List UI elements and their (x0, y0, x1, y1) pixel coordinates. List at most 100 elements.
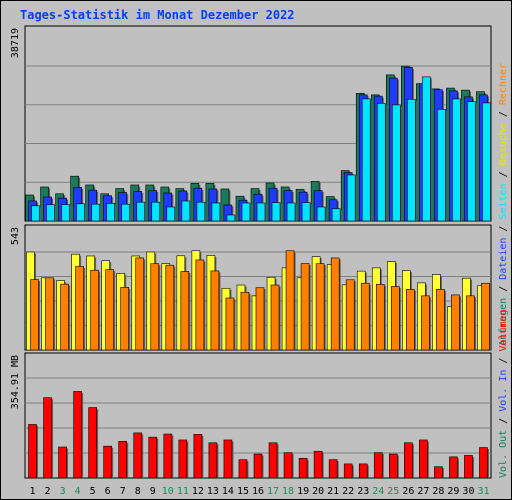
bar-rechner-day-19 (300, 263, 310, 351)
legend-entry: Dateien (498, 238, 509, 280)
legend-separator: / (498, 352, 509, 370)
legend-separator: / (498, 165, 509, 183)
bar-volumen-day-19 (298, 457, 308, 479)
bar-volumen-day-30 (464, 455, 473, 479)
bar-rechner-day-13 (210, 270, 220, 351)
bar-volumen-day-8 (133, 432, 143, 479)
bar-volumen-day-20 (313, 450, 323, 479)
bar-rechner-day-7 (120, 287, 130, 351)
bar-rechner-day-10 (165, 264, 175, 351)
bar-volumen-day-31 (479, 447, 488, 479)
bar-volumen-day-25 (388, 453, 398, 479)
x-tick-label-8: 8 (135, 486, 141, 497)
legend-entry: Besuche (498, 123, 509, 165)
bar-seiten-day-3 (61, 204, 70, 222)
x-tick-label-25: 25 (387, 486, 399, 497)
bar-volumen-day-14 (223, 439, 233, 479)
x-tick-label-15: 15 (237, 486, 249, 497)
bar-volumen-day-12 (193, 434, 203, 479)
bar-seiten-day-22 (346, 174, 356, 222)
legend-entry: Vol. In (498, 370, 509, 412)
bar-volumen-day-17 (268, 442, 278, 479)
bar-volumen-day-13 (208, 442, 218, 479)
bar-seiten-day-4 (76, 203, 85, 222)
bar-volumen-day-1 (28, 424, 37, 479)
x-tick-label-11: 11 (177, 486, 189, 497)
legend-separator: / (498, 105, 509, 123)
y-max-label: 354.91 MB (10, 355, 21, 409)
bar-seiten-day-5 (91, 203, 100, 222)
bar-rechner-day-11 (180, 271, 190, 351)
bar-seiten-day-9 (151, 201, 161, 222)
bar-seiten-day-12 (196, 201, 206, 222)
bar-volumen-day-4 (73, 391, 82, 479)
bar-volumen-day-26 (404, 442, 413, 479)
x-tick-label-9: 9 (150, 486, 156, 497)
bar-seiten-day-23 (361, 98, 371, 222)
bar-rechner-day-24 (375, 284, 385, 351)
x-tick-label-13: 13 (207, 486, 219, 497)
x-tick-label-18: 18 (282, 486, 294, 497)
x-tick-label-23: 23 (357, 486, 369, 497)
bar-seiten-day-10 (166, 206, 176, 222)
x-tick-label-24: 24 (372, 486, 384, 497)
bar-rechner-day-27 (421, 295, 430, 351)
legend-entry: Volumen (498, 309, 509, 351)
bar-seiten-day-18 (286, 202, 296, 222)
bar-seiten-day-27 (422, 76, 431, 222)
bar-rechner-day-16 (255, 287, 265, 351)
bar-rechner-day-26 (406, 289, 415, 351)
bar-rechner-day-18 (285, 250, 295, 351)
bar-volumen-day-10 (163, 433, 173, 479)
legend-entry: Vol. Out (498, 430, 509, 478)
bar-seiten-day-16 (256, 202, 266, 222)
bar-seiten-day-20 (316, 206, 326, 222)
bar-volumen-day-23 (358, 463, 368, 479)
y-max-label: 543 (10, 227, 21, 245)
bar-seiten-day-13 (211, 202, 221, 222)
x-tick-label-28: 28 (432, 486, 444, 497)
x-tick-label-26: 26 (402, 486, 414, 497)
bar-rechner-day-6 (105, 269, 114, 351)
vertical-legend: Vol. Out / Vol. In / Volumen (498, 309, 509, 478)
x-tick-label-3: 3 (60, 486, 66, 497)
x-tick-label-1: 1 (30, 486, 36, 497)
bar-marks (25, 65, 492, 479)
bar-rechner-day-15 (240, 291, 250, 351)
bar-rechner-day-9 (150, 263, 160, 351)
x-tick-label-31: 31 (477, 486, 489, 497)
x-tick-label-21: 21 (327, 486, 339, 497)
x-tick-label-10: 10 (162, 486, 174, 497)
x-tick-label-12: 12 (192, 486, 204, 497)
x-tick-label-4: 4 (75, 486, 81, 497)
bar-rechner-day-29 (451, 294, 460, 351)
x-tick-label-2: 2 (45, 486, 51, 497)
bar-volumen-day-5 (88, 407, 97, 479)
x-axis-day-labels: 1 2 3 4 5 6 7 8 9 10 11 12 13 14 15 16 17 18 19 20 21 22 23 24 2… (30, 486, 490, 497)
x-tick-label-20: 20 (312, 486, 324, 497)
bar-rechner-day-23 (360, 282, 370, 351)
bar-volumen-day-18 (283, 452, 293, 479)
bar-seiten-day-2 (46, 204, 55, 222)
bar-volumen-day-7 (118, 441, 128, 479)
x-tick-label-16: 16 (252, 486, 264, 497)
legend-separator: / (498, 220, 509, 238)
bar-seiten-day-1 (31, 205, 40, 222)
x-tick-label-14: 14 (222, 486, 234, 497)
bar-volumen-day-22 (343, 463, 353, 479)
legend-separator: / (498, 280, 509, 298)
bar-volumen-day-15 (238, 459, 248, 479)
bar-rechner-day-22 (345, 279, 355, 351)
bar-seiten-day-28 (437, 109, 446, 222)
x-tick-label-7: 7 (120, 486, 126, 497)
bar-seiten-day-7 (121, 203, 131, 222)
bar-rechner-day-1 (30, 279, 39, 351)
bar-seiten-day-17 (271, 202, 281, 222)
bar-seiten-day-26 (407, 99, 416, 222)
legend-entry: Anfragen (498, 298, 509, 346)
bar-seiten-day-14 (226, 214, 236, 222)
vertical-legends: Anfragen / Dateien / Seiten / Besuche / … (498, 63, 509, 478)
bar-seiten-day-24 (376, 103, 386, 222)
bar-seiten-day-15 (241, 202, 251, 222)
